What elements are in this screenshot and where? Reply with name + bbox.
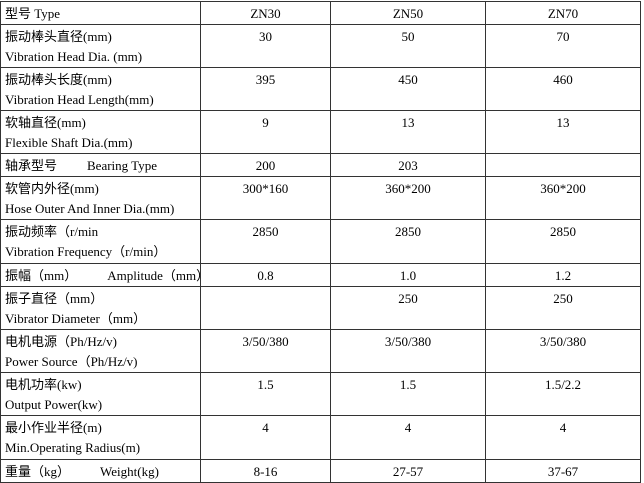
label-en: Hose Outer And Inner Dia.(mm) bbox=[5, 201, 175, 216]
label-cn: 电机电源（Ph/Hz/v) bbox=[5, 334, 117, 349]
spec-row: 轴承型号 Bearing Type 200 203 bbox=[0, 153, 641, 177]
label-en: Bearing Type bbox=[87, 158, 157, 173]
label-cn: 振动频率（r/min bbox=[5, 224, 99, 239]
spec-row: 振动棒头长度(mm) Vibration Head Length(mm) 395 45… bbox=[0, 67, 641, 111]
label-cn: 软轴直径(mm) bbox=[5, 115, 86, 130]
spec-row: 最小作业半径(m) Min.Operating Radius(m) 4 4 4 bbox=[0, 415, 641, 460]
value-cell: 70 bbox=[485, 24, 641, 68]
value-cell: 13 bbox=[330, 110, 486, 154]
label-cn: 最小作业半径(m) bbox=[5, 420, 102, 435]
row-label: 软轴直径(mm) Flexible Shaft Dia.(mm) bbox=[0, 110, 201, 154]
spec-row: 振幅（mm） Amplitude（mm） 0.8 1.0 1.2 bbox=[0, 263, 641, 287]
label-en: Vibration Frequency（r/min） bbox=[5, 244, 167, 259]
spec-row: 软轴直径(mm) Flexible Shaft Dia.(mm) 9 13 13 bbox=[0, 110, 641, 154]
value-cell: 8-16 bbox=[200, 459, 331, 483]
label-en: Amplitude（mm） bbox=[107, 268, 201, 283]
spec-row: 振动频率（r/min Vibration Frequency（r/min） 2850… bbox=[0, 219, 641, 264]
value-cell: 4 bbox=[200, 415, 331, 460]
value-cell: 13 bbox=[485, 110, 641, 154]
value-cell: 250 bbox=[485, 286, 641, 330]
label-en: Min.Operating Radius(m) bbox=[5, 440, 141, 455]
header-cell: ZN30 bbox=[200, 1, 331, 25]
value-cell: 4 bbox=[330, 415, 486, 460]
value-cell: 3/50/380 bbox=[330, 329, 486, 373]
value-cell: 3/50/380 bbox=[485, 329, 641, 373]
value-cell: 1.5 bbox=[200, 372, 331, 416]
row-label: 电机功率(kw) Output Power(kw) bbox=[0, 372, 201, 416]
row-label: 电机电源（Ph/Hz/v) Power Source（Ph/Hz/v) bbox=[0, 329, 201, 373]
spec-row: 振子直径（mm） Vibrator Diameter（mm） 250 250 bbox=[0, 286, 641, 330]
value-cell: 50 bbox=[330, 24, 486, 68]
row-label: 振动棒头直径(mm) Vibration Head Dia. (mm) bbox=[0, 24, 201, 68]
row-label: 振动频率（r/min Vibration Frequency（r/min） bbox=[0, 219, 201, 264]
header-label: 型号 Type bbox=[0, 1, 201, 25]
label-cn: 重量（kg） bbox=[5, 464, 71, 479]
value-cell: 250 bbox=[330, 286, 486, 330]
value-cell: 37-67 bbox=[485, 459, 641, 483]
value-cell: 1.0 bbox=[330, 263, 486, 287]
label-en: Vibration Head Length(mm) bbox=[5, 92, 154, 107]
label-en: Output Power(kw) bbox=[5, 397, 103, 412]
label-en: Weight(kg) bbox=[100, 464, 159, 479]
value-cell: 395 bbox=[200, 67, 331, 111]
label-cn: 软管内外径(mm) bbox=[5, 181, 99, 196]
value-cell: 2850 bbox=[330, 219, 486, 264]
label-en: Vibrator Diameter（mm） bbox=[5, 311, 147, 326]
label-cn: 振子直径（mm） bbox=[5, 291, 104, 306]
label-cn: 电机功率(kw) bbox=[5, 377, 82, 392]
value-cell: 1.2 bbox=[485, 263, 641, 287]
label-cn: 振动棒头长度(mm) bbox=[5, 72, 112, 87]
label-en: Flexible Shaft Dia.(mm) bbox=[5, 135, 133, 150]
value-cell: 460 bbox=[485, 67, 641, 111]
value-cell: 360*200 bbox=[485, 176, 641, 220]
value-cell bbox=[485, 153, 641, 177]
row-label: 重量（kg） Weight(kg) bbox=[0, 459, 201, 483]
spec-row: 电机电源（Ph/Hz/v) Power Source（Ph/Hz/v) 3/50/3… bbox=[0, 329, 641, 373]
value-cell: 200 bbox=[200, 153, 331, 177]
value-cell: 360*200 bbox=[330, 176, 486, 220]
row-label: 振子直径（mm） Vibrator Diameter（mm） bbox=[0, 286, 201, 330]
value-cell: 0.8 bbox=[200, 263, 331, 287]
value-cell: 3/50/380 bbox=[200, 329, 331, 373]
header-cell: ZN50 bbox=[330, 1, 486, 25]
spec-row: 软管内外径(mm) Hose Outer And Inner Dia.(mm) 30… bbox=[0, 176, 641, 220]
spec-row: 振动棒头直径(mm) Vibration Head Dia. (mm) 30 50 70 bbox=[0, 24, 641, 68]
row-label: 振幅（mm） Amplitude（mm） bbox=[0, 263, 201, 287]
row-label: 最小作业半径(m) Min.Operating Radius(m) bbox=[0, 415, 201, 460]
value-cell: 300*160 bbox=[200, 176, 331, 220]
row-label: 软管内外径(mm) Hose Outer And Inner Dia.(mm) bbox=[0, 176, 201, 220]
value-cell: 9 bbox=[200, 110, 331, 154]
label-en: Vibration Head Dia. (mm) bbox=[5, 49, 143, 64]
value-cell: 2850 bbox=[485, 219, 641, 264]
row-label: 振动棒头长度(mm) Vibration Head Length(mm) bbox=[0, 67, 201, 111]
label-cn: 振动棒头直径(mm) bbox=[5, 29, 112, 44]
spec-row: 电机功率(kw) Output Power(kw) 1.5 1.5 1.5/2.2 bbox=[0, 372, 641, 416]
value-cell bbox=[200, 286, 331, 330]
header-row: 型号 Type ZN30 ZN50 ZN70 bbox=[0, 1, 641, 25]
label-cn: 轴承型号 bbox=[5, 158, 58, 173]
header-cell: ZN70 bbox=[485, 1, 641, 25]
value-cell: 27-57 bbox=[330, 459, 486, 483]
value-cell: 4 bbox=[485, 415, 641, 460]
label-en: Power Source（Ph/Hz/v) bbox=[5, 354, 138, 369]
value-cell: 30 bbox=[200, 24, 331, 68]
value-cell: 2850 bbox=[200, 219, 331, 264]
value-cell: 1.5/2.2 bbox=[485, 372, 641, 416]
value-cell: 450 bbox=[330, 67, 486, 111]
spec-row: 重量（kg） Weight(kg) 8-16 27-57 37-67 bbox=[0, 459, 641, 483]
value-cell: 1.5 bbox=[330, 372, 486, 416]
row-label: 轴承型号 Bearing Type bbox=[0, 153, 201, 177]
value-cell: 203 bbox=[330, 153, 486, 177]
label-cn: 振幅（mm） bbox=[5, 268, 78, 283]
